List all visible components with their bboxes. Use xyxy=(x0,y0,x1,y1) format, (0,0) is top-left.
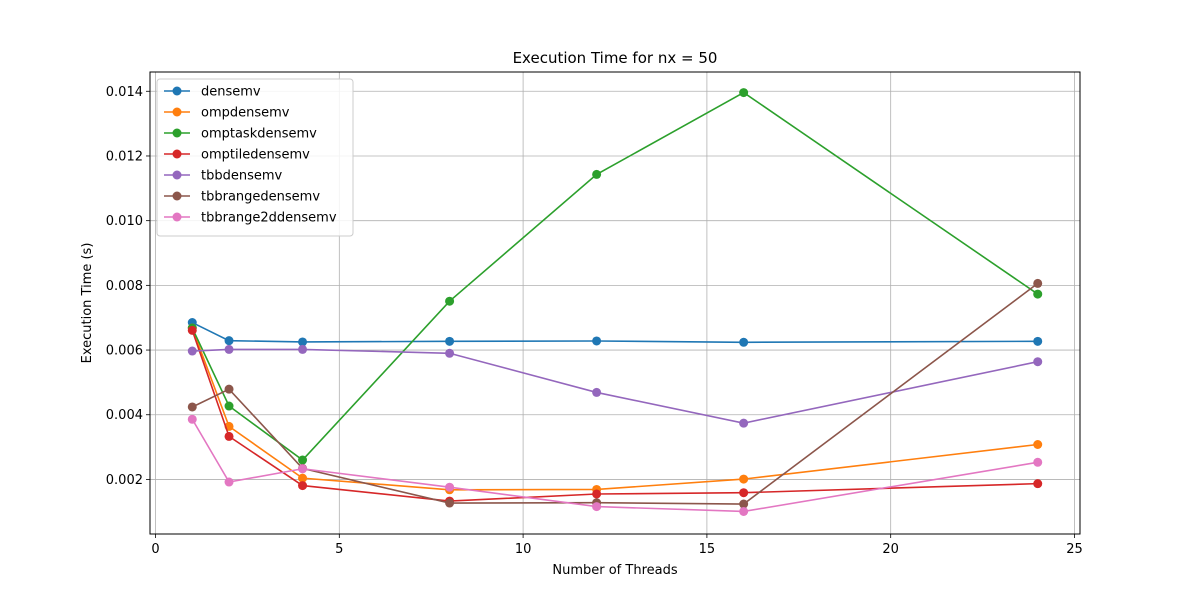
data-point-tbbrangedensemv xyxy=(739,499,749,509)
series-tbbrangedensemv xyxy=(187,278,1043,509)
data-point-tbbdensemv xyxy=(592,387,602,397)
legend-swatch-marker xyxy=(172,128,182,138)
y-tick-label: 0.006 xyxy=(106,344,143,359)
data-point-densemv xyxy=(445,336,455,346)
legend-item-omptaskdensemv: omptaskdensemv xyxy=(164,127,317,142)
data-point-tbbrangedensemv xyxy=(187,402,197,412)
data-point-tbbdensemv xyxy=(445,348,455,358)
data-point-tbbrange2ddensemv xyxy=(298,464,308,474)
data-point-omptaskdensemv xyxy=(445,296,455,306)
legend-swatch-marker xyxy=(172,107,182,117)
data-point-tbbrangedensemv xyxy=(224,384,234,394)
legend-label: tbbrangedensemv xyxy=(201,190,320,205)
series-line-densemv xyxy=(191,321,1038,344)
legend: densemv ompdensemv omptaskdensemv omptilede… xyxy=(156,78,354,237)
data-point-ompdensemv xyxy=(739,474,749,484)
data-point-tbbrange2ddensemv xyxy=(187,414,197,424)
legend-swatch-marker xyxy=(172,170,182,180)
y-tick-label: 0.004 xyxy=(106,408,143,423)
legend-label: omptaskdensemv xyxy=(201,127,317,142)
series-tbbrange2ddensemv xyxy=(187,414,1043,516)
data-point-omptiledensemv xyxy=(187,325,197,335)
legend-label: tbbdensemv xyxy=(201,169,283,184)
x-tick-label: 10 xyxy=(515,542,532,557)
x-tick-label: 25 xyxy=(1066,542,1083,557)
plot-area-frame xyxy=(149,71,1081,535)
legend-box xyxy=(156,78,354,237)
x-tick-label: 15 xyxy=(699,542,716,557)
series-line-tbbrange2ddensemv xyxy=(191,418,1038,513)
series-group xyxy=(187,88,1043,516)
y-tick-label: 0.010 xyxy=(106,214,143,229)
data-point-omptaskdensemv xyxy=(298,455,308,465)
legend-label: tbbrange2ddensemv xyxy=(201,211,337,226)
x-axis-label: Number of Threads xyxy=(552,563,677,578)
data-point-densemv xyxy=(224,336,234,346)
data-point-tbbdensemv xyxy=(224,344,234,354)
legend-item-tbbrangedensemv: tbbrangedensemv xyxy=(164,190,320,205)
data-point-omptiledensemv xyxy=(739,488,749,498)
data-point-ompdensemv xyxy=(1033,439,1043,449)
legend-item-omptiledensemv: omptiledensemv xyxy=(164,148,310,163)
data-point-ompdensemv xyxy=(298,473,308,483)
data-point-densemv xyxy=(298,337,308,347)
data-point-densemv xyxy=(1033,336,1043,346)
chart-title: Execution Time for nx = 50 xyxy=(513,49,718,67)
legend-item-tbbrange2ddensemv: tbbrange2ddensemv xyxy=(164,211,337,226)
series-line-ompdensemv xyxy=(191,327,1038,491)
x-tick-label: 5 xyxy=(335,542,343,557)
data-point-tbbdensemv xyxy=(298,344,308,354)
data-point-tbbrange2ddensemv xyxy=(224,477,234,487)
axis-ticks: 0 5 10 15 20 25 0.002 0.004 0.006 0.008 0.010 0.012… xyxy=(106,85,1083,557)
data-point-densemv xyxy=(592,336,602,346)
series-line-tbbdensemv xyxy=(192,348,1038,424)
data-point-tbbdensemv xyxy=(187,346,197,356)
data-point-omptiledensemv xyxy=(1033,479,1043,489)
data-point-omptiledensemv xyxy=(592,489,602,499)
x-tick-label: 0 xyxy=(151,542,159,557)
data-point-tbbdensemv xyxy=(739,418,749,428)
series-densemv xyxy=(187,318,1043,347)
legend-item-ompdensemv: ompdensemv xyxy=(164,106,290,121)
legend-swatch-marker xyxy=(172,86,182,96)
data-point-omptiledensemv xyxy=(224,431,234,441)
y-axis-label: Execution Time (s) xyxy=(80,243,95,364)
series-line-omptiledensemv xyxy=(191,330,1038,502)
data-point-densemv xyxy=(739,337,749,347)
data-point-omptaskdensemv xyxy=(1033,289,1043,299)
data-point-omptaskdensemv xyxy=(224,401,234,411)
data-point-tbbrange2ddensemv xyxy=(592,502,602,512)
legend-label: ompdensemv xyxy=(201,106,290,121)
y-tick-label: 0.012 xyxy=(106,149,143,164)
series-tbbdensemv xyxy=(187,344,1043,428)
data-point-omptiledensemv xyxy=(298,481,308,491)
y-tick-label: 0.008 xyxy=(106,279,143,294)
x-tick-label: 20 xyxy=(882,542,899,557)
data-point-tbbrangedensemv xyxy=(1033,278,1043,288)
y-tick-label: 0.014 xyxy=(106,85,143,100)
data-point-omptaskdensemv xyxy=(739,88,749,98)
y-tick-label: 0.002 xyxy=(106,473,143,488)
legend-swatch-marker xyxy=(172,212,182,222)
data-point-omptaskdensemv xyxy=(592,169,602,179)
data-point-tbbdensemv xyxy=(1033,357,1043,367)
data-point-tbbrangedensemv xyxy=(445,498,455,508)
legend-item-tbbdensemv: tbbdensemv xyxy=(164,169,283,184)
legend-swatch-marker xyxy=(172,191,182,201)
data-point-tbbrange2ddensemv xyxy=(445,482,455,492)
legend-swatch-marker xyxy=(172,149,182,159)
legend-item-densemv: densemv xyxy=(164,85,261,100)
data-point-tbbrange2ddensemv xyxy=(739,506,749,516)
legend-label: omptiledensemv xyxy=(201,148,310,163)
data-point-tbbrange2ddensemv xyxy=(1033,457,1043,467)
legend-label: densemv xyxy=(201,85,261,100)
